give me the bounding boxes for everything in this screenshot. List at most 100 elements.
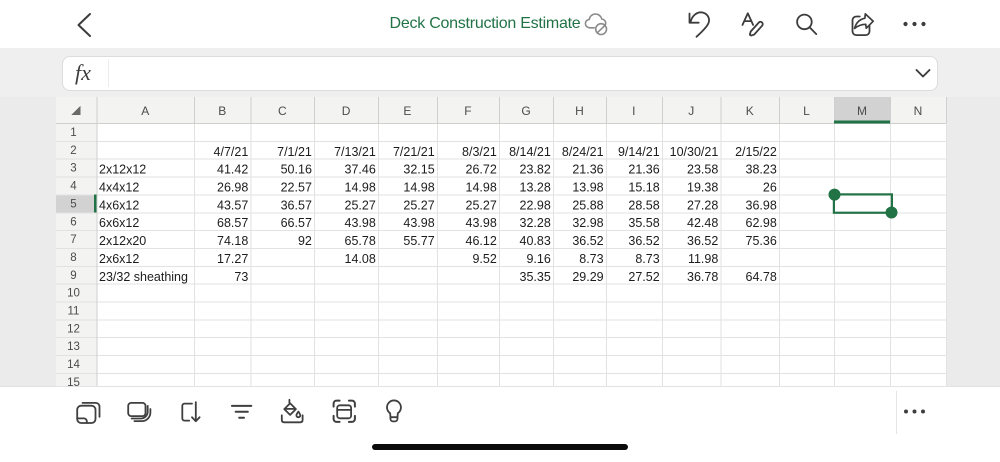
svg-text:15.18: 15.18 [628, 181, 659, 195]
svg-text:9.52: 9.52 [472, 252, 496, 266]
svg-text:23.82: 23.82 [520, 163, 551, 177]
svg-text:13.98: 13.98 [572, 181, 603, 195]
svg-text:D: D [342, 104, 351, 118]
svg-text:7/1/21: 7/1/21 [277, 145, 312, 159]
svg-text:35.35: 35.35 [520, 270, 551, 284]
svg-text:11: 11 [68, 306, 80, 318]
svg-text:5: 5 [70, 198, 76, 210]
svg-text:8.73: 8.73 [635, 252, 659, 266]
svg-text:8: 8 [70, 252, 76, 264]
svg-text:43.98: 43.98 [466, 216, 497, 230]
svg-text:36.98: 36.98 [746, 198, 777, 212]
svg-text:4x4x12: 4x4x12 [99, 181, 139, 195]
svg-text:15: 15 [67, 377, 80, 387]
svg-text:25.27: 25.27 [345, 198, 376, 212]
svg-text:38.23: 38.23 [746, 163, 777, 177]
svg-text:F: F [464, 104, 471, 118]
svg-text:13: 13 [67, 341, 80, 353]
svg-text:13.28: 13.28 [520, 181, 551, 195]
svg-text:36.52: 36.52 [687, 234, 718, 248]
svg-text:43.98: 43.98 [345, 216, 376, 230]
svg-text:43.57: 43.57 [217, 198, 248, 212]
svg-text:22.57: 22.57 [281, 181, 312, 195]
svg-text:7/13/21: 7/13/21 [334, 145, 376, 159]
svg-text:21.36: 21.36 [572, 163, 603, 177]
svg-text:4/7/21: 4/7/21 [214, 145, 249, 159]
svg-text:1: 1 [70, 127, 76, 139]
svg-text:G: G [521, 104, 530, 118]
svg-text:10/30/21: 10/30/21 [670, 145, 719, 159]
svg-text:H: H [575, 104, 584, 118]
svg-text:23/32 sheathing: 23/32 sheathing [99, 270, 188, 284]
svg-text:9/14/21: 9/14/21 [618, 145, 660, 159]
svg-text:6: 6 [70, 216, 76, 228]
svg-text:62.98: 62.98 [746, 216, 777, 230]
svg-text:A: A [141, 104, 149, 118]
svg-text:8/3/21: 8/3/21 [462, 145, 497, 159]
svg-text:2: 2 [70, 145, 76, 157]
svg-text:32.15: 32.15 [403, 163, 434, 177]
svg-text:4: 4 [70, 181, 77, 193]
svg-text:I: I [632, 104, 635, 118]
svg-text:K: K [746, 104, 754, 118]
svg-text:7: 7 [70, 234, 76, 246]
svg-text:25.88: 25.88 [572, 198, 603, 212]
svg-text:14.98: 14.98 [345, 181, 376, 195]
svg-text:C: C [278, 104, 287, 118]
svg-text:19.38: 19.38 [687, 181, 718, 195]
svg-text:11.98: 11.98 [688, 252, 718, 266]
svg-text:65.78: 65.78 [345, 234, 376, 248]
svg-text:42.48: 42.48 [687, 216, 718, 230]
svg-text:7/21/21: 7/21/21 [393, 145, 435, 159]
svg-text:41.42: 41.42 [217, 163, 248, 177]
svg-text:L: L [803, 104, 810, 118]
svg-text:2x6x12: 2x6x12 [99, 252, 139, 266]
svg-text:26.72: 26.72 [466, 163, 497, 177]
svg-text:N: N [914, 104, 923, 118]
svg-text:8.73: 8.73 [579, 252, 603, 266]
svg-text:23.58: 23.58 [687, 163, 718, 177]
svg-text:35.58: 35.58 [628, 216, 659, 230]
svg-text:50.16: 50.16 [281, 163, 312, 177]
svg-text:25.27: 25.27 [466, 198, 497, 212]
svg-text:9.16: 9.16 [526, 252, 550, 266]
svg-text:46.12: 46.12 [466, 234, 497, 248]
svg-text:36.52: 36.52 [628, 234, 659, 248]
svg-text:36.57: 36.57 [281, 198, 312, 212]
svg-text:43.98: 43.98 [403, 216, 434, 230]
svg-text:36.52: 36.52 [572, 234, 603, 248]
svg-text:4x6x12: 4x6x12 [99, 198, 139, 212]
svg-text:8/24/21: 8/24/21 [562, 145, 604, 159]
svg-text:E: E [403, 104, 411, 118]
svg-text:66.57: 66.57 [281, 216, 312, 230]
svg-text:32.98: 32.98 [572, 216, 603, 230]
svg-text:64.78: 64.78 [746, 270, 777, 284]
svg-text:22.98: 22.98 [520, 198, 551, 212]
svg-text:2x12x12: 2x12x12 [99, 163, 146, 177]
svg-text:74.18: 74.18 [217, 234, 248, 248]
svg-text:2x12x20: 2x12x20 [99, 234, 146, 248]
svg-text:73: 73 [234, 270, 248, 284]
svg-text:26.98: 26.98 [217, 181, 248, 195]
svg-text:8/14/21: 8/14/21 [509, 145, 551, 159]
svg-text:17.27: 17.27 [217, 252, 248, 266]
svg-text:29.29: 29.29 [572, 270, 603, 284]
svg-text:68.57: 68.57 [217, 216, 248, 230]
svg-text:28.58: 28.58 [628, 198, 659, 212]
svg-text:27.28: 27.28 [687, 198, 718, 212]
svg-text:14: 14 [67, 359, 80, 371]
svg-text:6x6x12: 6x6x12 [99, 216, 139, 230]
svg-text:14.98: 14.98 [403, 181, 434, 195]
svg-text:14.08: 14.08 [345, 252, 376, 266]
svg-text:12: 12 [67, 323, 80, 335]
svg-text:40.83: 40.83 [520, 234, 551, 248]
svg-text:3: 3 [70, 163, 76, 175]
svg-text:55.77: 55.77 [403, 234, 434, 248]
svg-text:M: M [857, 104, 867, 118]
svg-text:2/15/22: 2/15/22 [735, 145, 777, 159]
svg-text:25.27: 25.27 [403, 198, 434, 212]
svg-text:27.52: 27.52 [628, 270, 659, 284]
svg-text:37.46: 37.46 [345, 163, 376, 177]
svg-text:9: 9 [70, 270, 76, 282]
svg-text:21.36: 21.36 [628, 163, 659, 177]
